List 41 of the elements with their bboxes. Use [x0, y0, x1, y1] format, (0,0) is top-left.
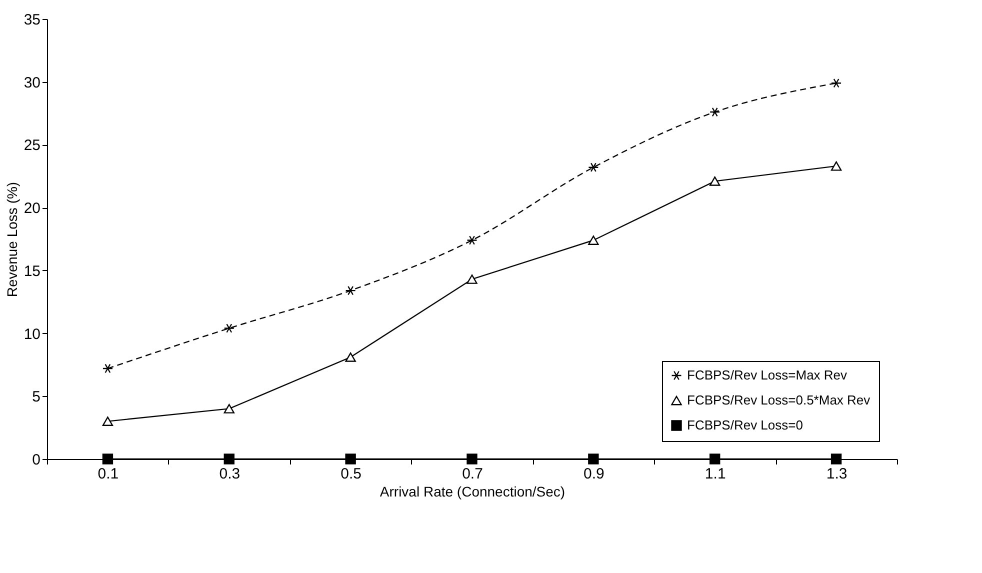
point — [588, 162, 599, 172]
point — [224, 324, 234, 333]
x-tick-label: 0.5 — [340, 466, 362, 482]
y-axis-title: Revenue Loss (%) — [4, 182, 20, 298]
x-tick-label: 0.7 — [462, 466, 483, 482]
point — [345, 454, 356, 464]
point — [224, 404, 234, 414]
x-tick-label: 1.3 — [826, 466, 848, 482]
y-tick-label: 30 — [24, 74, 40, 92]
point — [588, 454, 599, 464]
legend-label: FCBPS/Rev Loss=Max Rev — [687, 368, 848, 382]
point — [102, 364, 114, 374]
point — [345, 352, 356, 362]
point — [102, 454, 114, 464]
y-tick-label: 15 — [24, 262, 40, 280]
point — [588, 236, 599, 245]
point — [710, 107, 720, 117]
legend-label: FCBPS/Rev Loss=0.5*Max Rev — [687, 392, 871, 408]
point — [710, 176, 720, 186]
legend-label: FCBPS/Rev Loss=0 — [687, 418, 803, 432]
x-tick-label: 0.3 — [219, 466, 240, 482]
point — [466, 274, 478, 284]
y-tick-label: 20 — [24, 200, 40, 218]
point — [710, 454, 720, 464]
x-axis-title: Arrival Rate (Connection/Sec) — [380, 484, 566, 500]
point — [224, 454, 234, 464]
point — [466, 236, 478, 245]
y-tick-label: 5 — [32, 388, 40, 406]
y-tick-label: 25 — [24, 137, 40, 154]
point — [830, 161, 842, 171]
y-tick-label: 10 — [24, 326, 40, 343]
y-tick-label: 35 — [24, 12, 40, 28]
x-tick-label: 1.1 — [704, 466, 726, 482]
x-tick-label: 0.9 — [584, 466, 604, 482]
point — [466, 454, 478, 464]
point — [102, 416, 114, 426]
y-tick-label: 0 — [32, 452, 40, 468]
point — [830, 454, 842, 464]
x-tick-label: 0.1 — [98, 466, 119, 482]
point — [345, 286, 356, 296]
point — [830, 78, 842, 88]
